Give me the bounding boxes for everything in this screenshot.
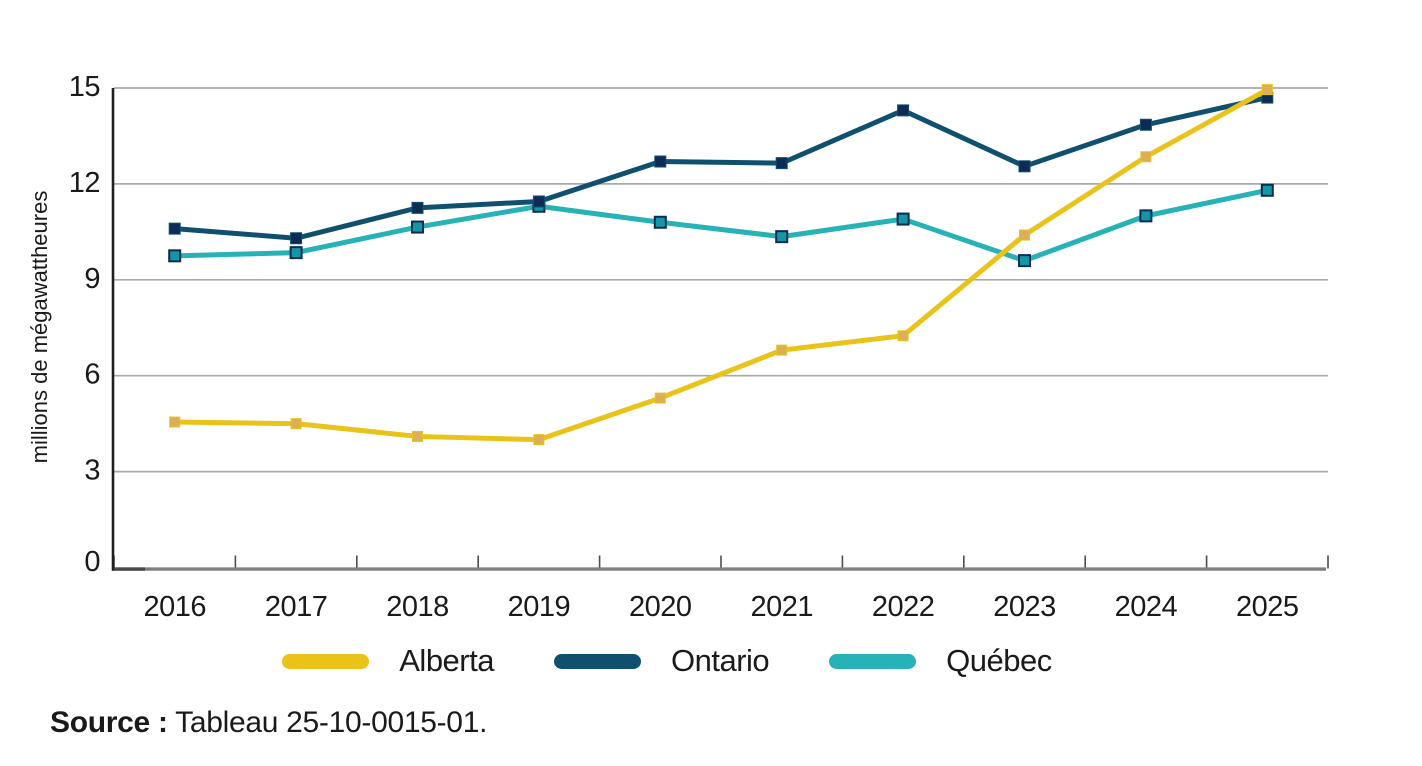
series-line-alberta <box>172 87 1270 443</box>
data-point-ontario-2019 <box>532 195 545 208</box>
data-point-ontario-2024 <box>1139 118 1152 131</box>
data-point-alberta-2020 <box>654 392 666 404</box>
data-point-ontario-2018 <box>411 201 424 214</box>
data-point-québec-2022 <box>896 212 910 226</box>
data-point-alberta-2018 <box>412 430 423 442</box>
data-point-alberta-2022 <box>897 330 909 342</box>
x-tick-label: 2019 <box>508 591 571 623</box>
y-axis-title: millions de mégawattheures <box>27 190 52 464</box>
data-point-québec-2024 <box>1139 209 1153 223</box>
data-point-québec-2016 <box>168 249 182 263</box>
data-point-alberta-2017 <box>290 418 302 430</box>
x-tick-label: 2023 <box>993 591 1056 623</box>
data-point-alberta-2016 <box>169 416 181 428</box>
legend-swatch-ontario <box>553 653 641 669</box>
y-tick-label: 9 <box>84 263 100 295</box>
legend-swatch-quebec <box>829 653 917 669</box>
data-point-alberta-2024 <box>1140 151 1152 163</box>
source-label: Source : <box>50 706 168 739</box>
series-line-québec <box>172 187 1270 264</box>
data-point-québec-2020 <box>653 215 667 229</box>
y-tick-label: 6 <box>84 359 100 391</box>
data-point-ontario-2016 <box>168 222 181 235</box>
legend-label-quebec: Québec <box>946 643 1052 678</box>
data-point-alberta-2019 <box>533 434 545 446</box>
x-tick-label: 2020 <box>629 591 692 623</box>
data-point-alberta-2023 <box>1019 229 1030 241</box>
data-point-québec-2025 <box>1260 183 1274 197</box>
x-tick-label: 2025 <box>1236 591 1299 623</box>
x-tick-label: 2022 <box>872 591 935 623</box>
source-text: Tableau 25-10-0015-01. <box>175 706 488 739</box>
x-tick-label: 2017 <box>265 591 328 623</box>
y-tick-label: 15 <box>69 71 100 103</box>
legend-item-ontario: Ontario <box>553 643 770 679</box>
data-point-ontario-2020 <box>654 155 667 168</box>
data-point-ontario-2017 <box>290 232 303 245</box>
data-point-ontario-2021 <box>775 157 788 170</box>
chart-legend: Alberta Ontario Québec <box>0 638 1422 684</box>
x-tick-label: 2018 <box>386 591 449 623</box>
legend-swatch-alberta <box>282 653 370 669</box>
x-tick-label: 2016 <box>143 591 206 623</box>
x-tick-label: 2024 <box>1115 591 1178 623</box>
x-tick-label: 2021 <box>750 591 813 623</box>
data-point-québec-2023 <box>1018 254 1031 268</box>
legend-label-alberta: Alberta <box>399 643 494 678</box>
legend-item-alberta: Alberta <box>282 643 494 679</box>
legend-item-quebec: Québec <box>829 643 1052 679</box>
y-tick-label: 3 <box>84 455 100 487</box>
data-point-québec-2017 <box>289 246 303 260</box>
y-tick-label: 0 <box>84 546 100 578</box>
source-note: Source : Tableau 25-10-0015-01. <box>50 706 487 740</box>
data-point-québec-2021 <box>775 230 789 244</box>
data-point-ontario-2022 <box>897 104 910 117</box>
data-point-alberta-2021 <box>776 344 788 356</box>
data-point-québec-2018 <box>411 220 424 234</box>
series-line-ontario <box>172 95 1270 241</box>
legend-label-ontario: Ontario <box>670 643 770 678</box>
data-point-ontario-2023 <box>1018 160 1031 173</box>
data-point-alberta-2025 <box>1261 84 1273 96</box>
y-tick-label: 12 <box>69 167 100 199</box>
